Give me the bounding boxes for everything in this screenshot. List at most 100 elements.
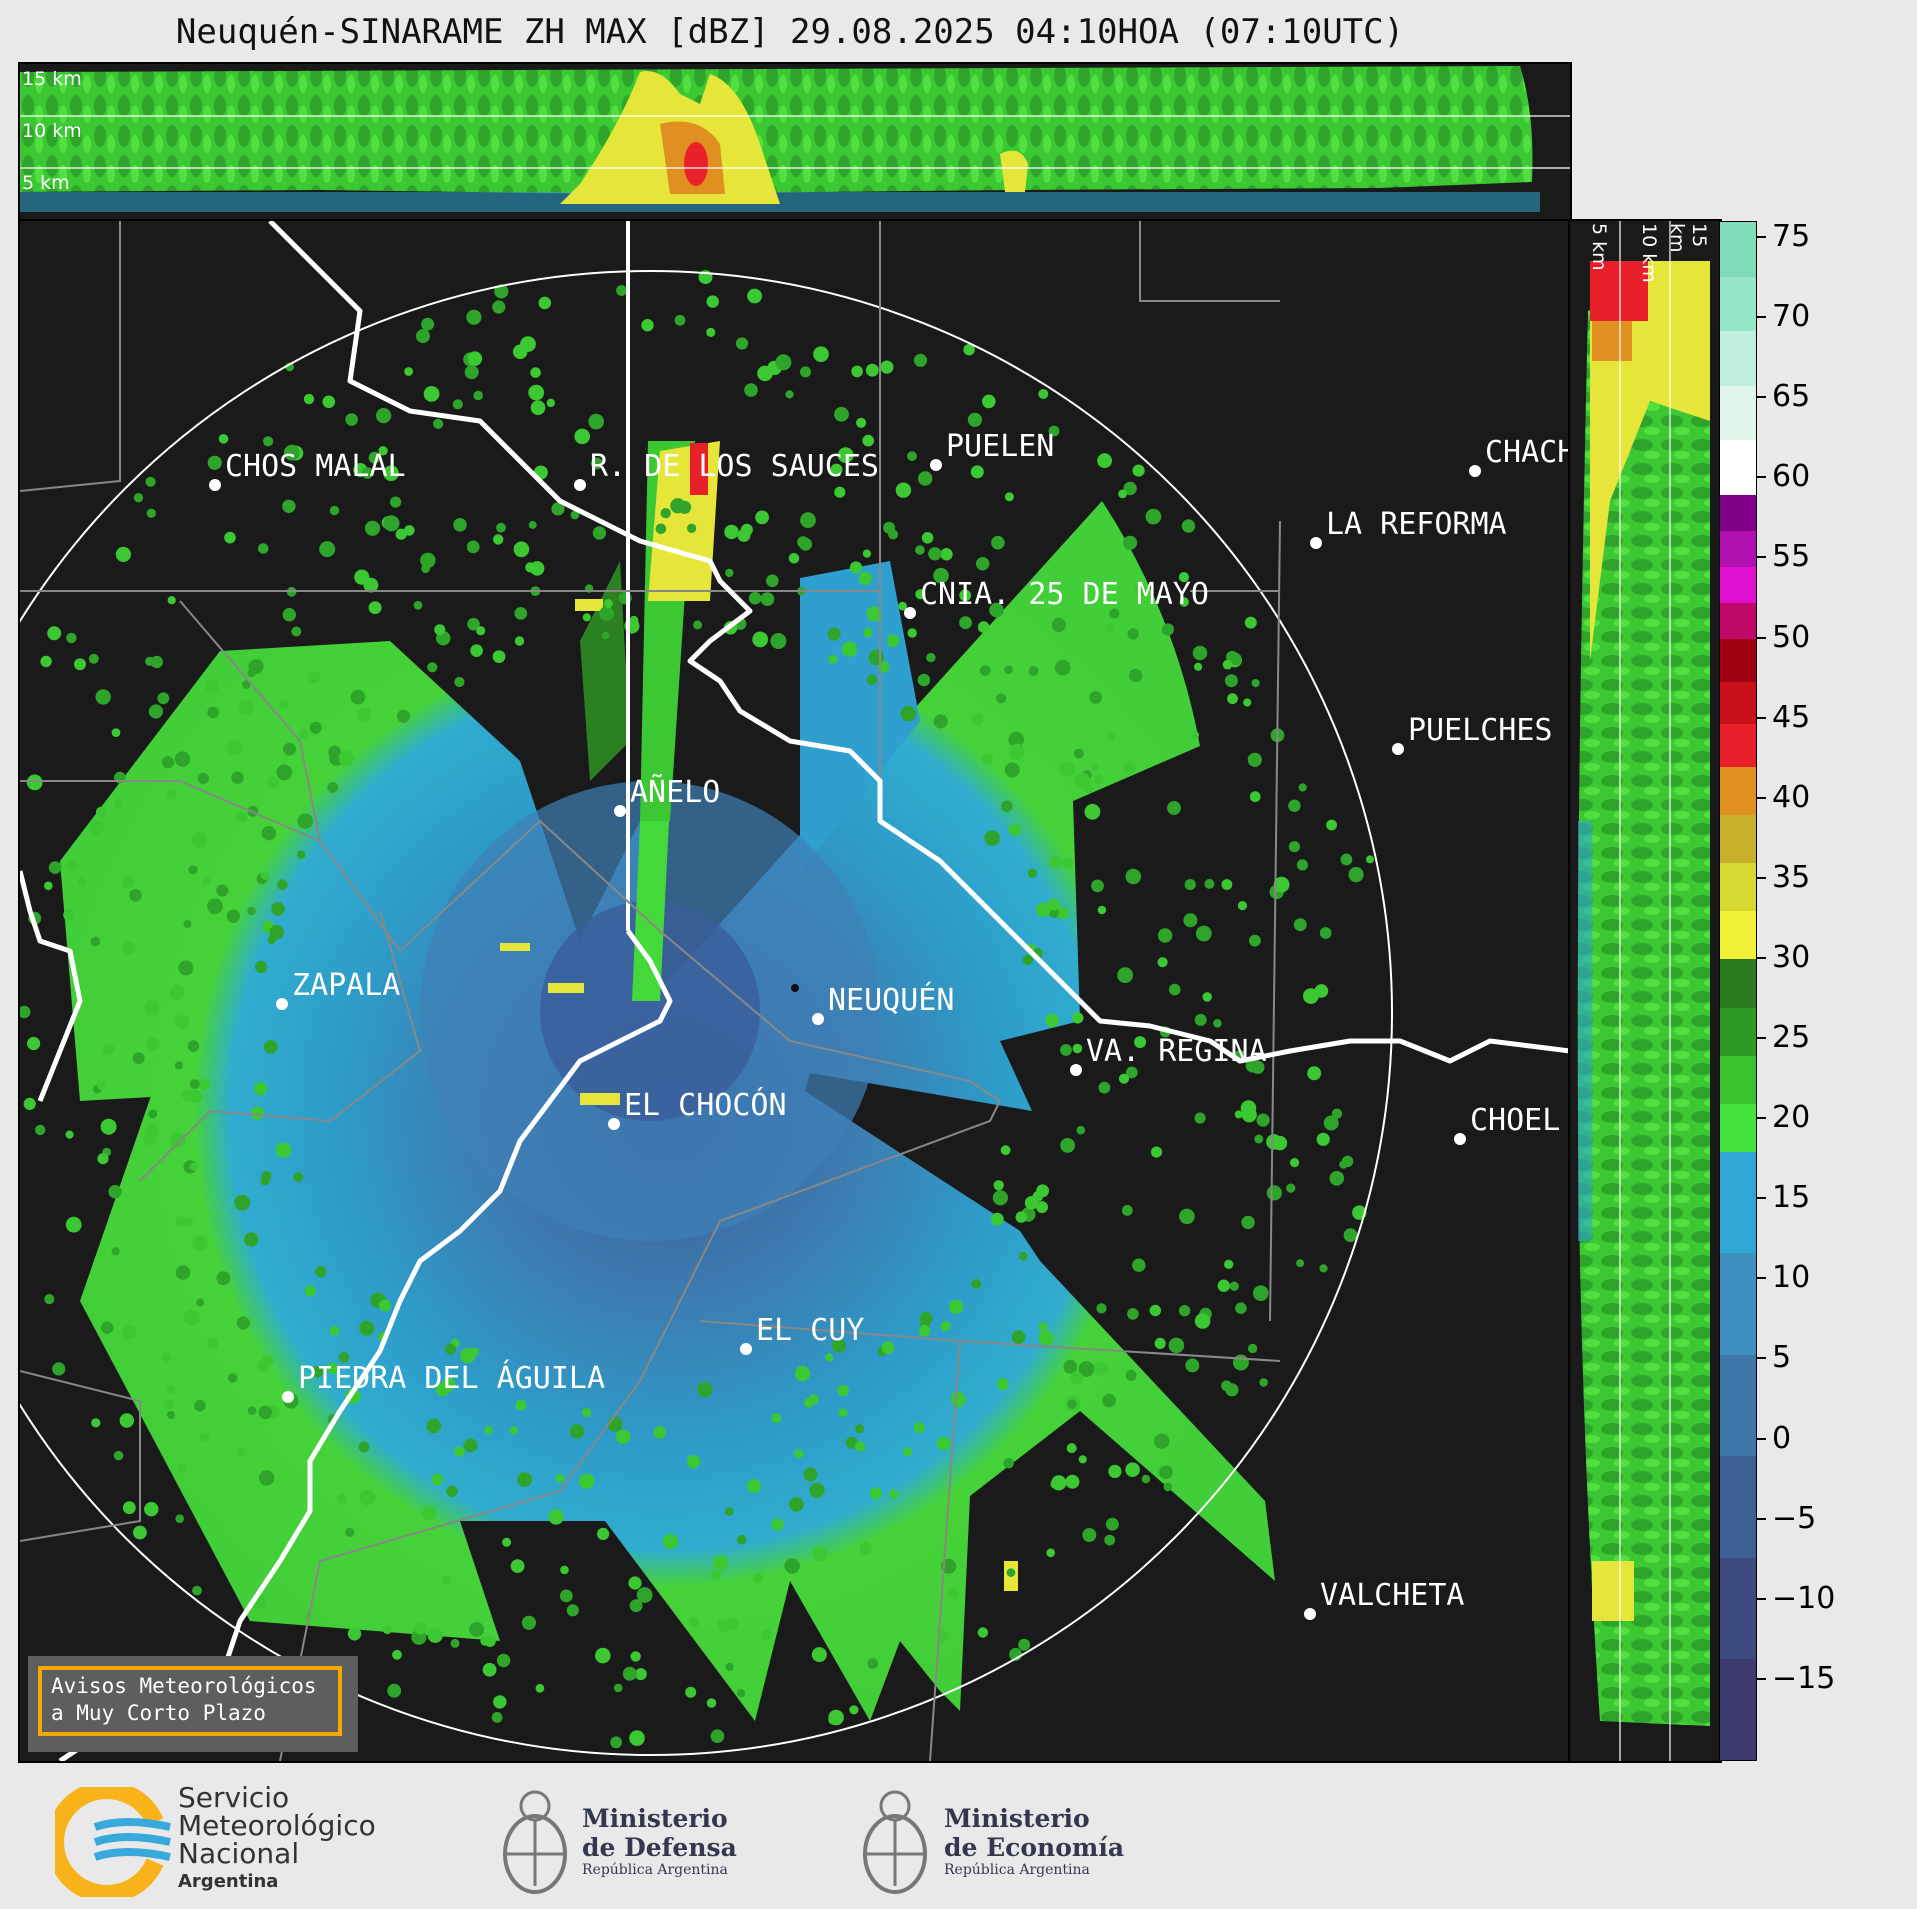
echo-speckle <box>202 876 211 886</box>
echo-speckle <box>187 1040 200 1052</box>
echo-speckle <box>227 740 243 756</box>
echo-speckle <box>358 1441 370 1453</box>
svg-text:VA. REGINA: VA. REGINA <box>1086 1034 1267 1069</box>
echo-speckle <box>1296 859 1308 871</box>
echo-speckle <box>426 1418 442 1434</box>
echo-speckle <box>146 508 156 518</box>
echo-speckle <box>837 1384 849 1397</box>
echo-speckle <box>856 417 867 428</box>
echo-speckle <box>392 1649 402 1660</box>
colorbar-band <box>1720 1658 1756 1761</box>
echo-speckle <box>1038 1322 1048 1332</box>
echo-speckle <box>247 669 256 678</box>
echo-speckle <box>1179 597 1189 607</box>
echo-speckle <box>427 662 438 673</box>
colorbar-tick <box>1756 1277 1766 1280</box>
echo-speckle <box>1225 1383 1239 1397</box>
colorbar-tick <box>1756 876 1766 879</box>
echo-speckle <box>636 1587 653 1603</box>
echo-speckle <box>560 1565 569 1575</box>
colorbar-band <box>1720 1055 1756 1104</box>
echo-speckle <box>47 626 62 641</box>
echo-speckle <box>825 1353 834 1362</box>
echo-speckle <box>831 1338 846 1353</box>
echo-speckle <box>143 1132 157 1146</box>
echo-speckle <box>1194 1013 1207 1026</box>
echo-speckle <box>1288 799 1301 812</box>
echo-speckle <box>863 627 873 638</box>
echo-speckle <box>66 632 77 644</box>
echo-speckle <box>395 528 407 540</box>
echo-speckle <box>482 1662 497 1677</box>
chart-title: Neuquén-SINARAME ZH MAX [dBZ] 29.08.2025… <box>175 12 1405 52</box>
echo-speckle <box>174 1061 183 1070</box>
echo-speckle <box>855 1441 866 1452</box>
echo-speckle <box>1004 492 1014 502</box>
echo-speckle <box>1066 1443 1077 1454</box>
echo-speckle <box>163 1400 174 1410</box>
radar-map: CHOS MALAL R. DE LOS SAUCES PUELEN CHACH… <box>18 219 1572 1763</box>
echo-speckle <box>227 1373 238 1383</box>
echo-speckle <box>1343 1228 1358 1243</box>
echo-speckle <box>1290 1158 1300 1168</box>
echo-speckle <box>174 751 191 767</box>
colorbar-tick <box>1756 316 1766 319</box>
echo-speckle <box>1293 918 1307 932</box>
echo-speckle <box>970 465 984 479</box>
echo-speckle <box>921 532 934 544</box>
echo-speckle <box>297 813 314 829</box>
colorbar-tick-label: 5 <box>1772 1340 1792 1376</box>
smn-line1: Servicio <box>178 1781 290 1814</box>
colorbar-tick <box>1756 716 1766 719</box>
echo-speckle <box>467 617 480 631</box>
echo-speckle <box>771 1518 784 1531</box>
echo-speckle <box>867 1658 879 1669</box>
echo-speckle <box>96 1080 107 1090</box>
echo-speckle <box>277 879 288 890</box>
echo-speckle <box>177 1463 186 1472</box>
echo-speckle <box>1097 905 1107 915</box>
echo-speckle <box>1082 1528 1097 1542</box>
colorbar-tick <box>1756 1677 1766 1680</box>
echo-speckle <box>433 418 444 429</box>
echo-speckle <box>1288 841 1300 853</box>
colorbar-tick-label: 70 <box>1772 299 1811 335</box>
echo-speckle <box>1036 1201 1048 1214</box>
echo-speckle <box>1067 1399 1077 1409</box>
echo-speckle <box>1307 1066 1322 1081</box>
echo-speckle <box>44 881 53 891</box>
colorbar-tick-label: 55 <box>1772 539 1811 575</box>
echo-speckle <box>713 1555 729 1571</box>
echo-speckle <box>368 451 381 464</box>
echo-speckle <box>984 830 1000 846</box>
echo-speckle <box>610 1736 622 1749</box>
echo-speckle <box>492 650 506 663</box>
echo-speckle <box>615 1429 631 1445</box>
echo-speckle <box>1072 1043 1083 1054</box>
echo-speckle <box>382 1624 392 1635</box>
echo-speckle <box>811 1647 827 1663</box>
echo-speckle <box>469 1622 485 1637</box>
echo-speckle <box>311 1366 324 1378</box>
echo-speckle <box>423 386 440 402</box>
svg-text:PUELCHES: PUELCHES <box>1408 713 1553 748</box>
echo-speckle <box>933 567 949 584</box>
echo-speckle <box>785 390 794 399</box>
echo-speckle <box>963 344 975 356</box>
echo-speckle <box>1192 645 1208 661</box>
echo-speckle <box>509 1426 518 1435</box>
echo-speckle <box>347 1627 362 1641</box>
city-neuquen: NEUQUÉN <box>812 982 954 1025</box>
city-el-chocon: EL CHOCÓN <box>608 1086 787 1130</box>
echo-speckle <box>919 1325 931 1337</box>
echo-speckle <box>599 606 614 621</box>
echo-speckle <box>121 941 135 955</box>
echo-speckle <box>492 300 506 314</box>
echo-speckle <box>834 486 846 498</box>
echo-speckle <box>1157 957 1168 968</box>
echo-speckle <box>111 728 121 737</box>
echo-speckle <box>231 771 244 784</box>
echo-speckle <box>169 984 185 1001</box>
echo-speckle <box>234 1194 251 1211</box>
echo-speckle <box>1254 1134 1264 1144</box>
